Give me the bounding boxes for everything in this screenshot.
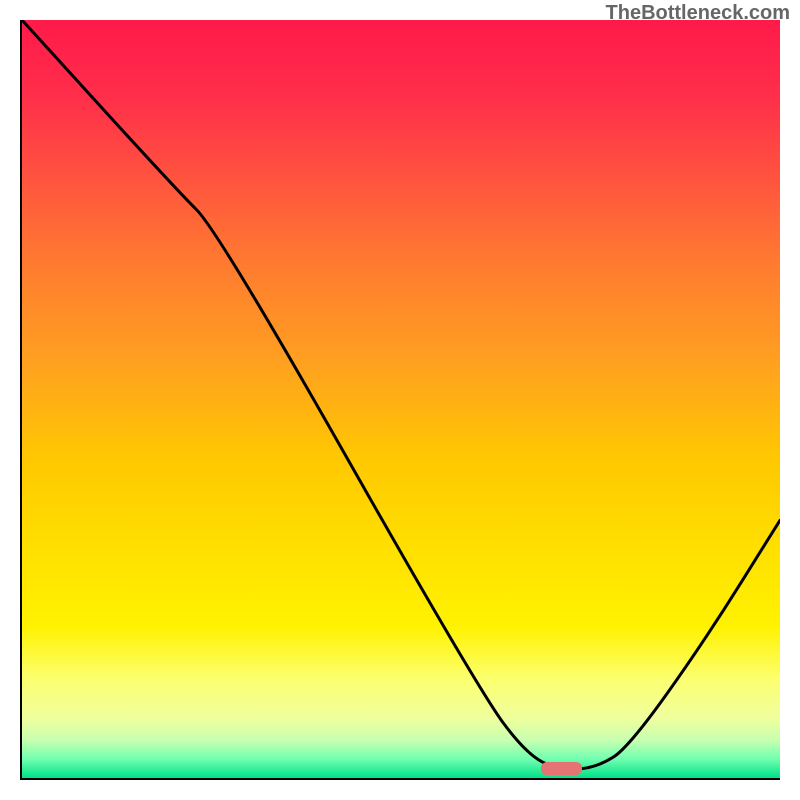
plot-area <box>20 20 780 780</box>
bottleneck-curve <box>22 20 780 769</box>
bottleneck-chart: TheBottleneck.com <box>0 0 800 800</box>
optimal-marker-pill <box>541 762 583 776</box>
curve-layer <box>22 20 780 778</box>
